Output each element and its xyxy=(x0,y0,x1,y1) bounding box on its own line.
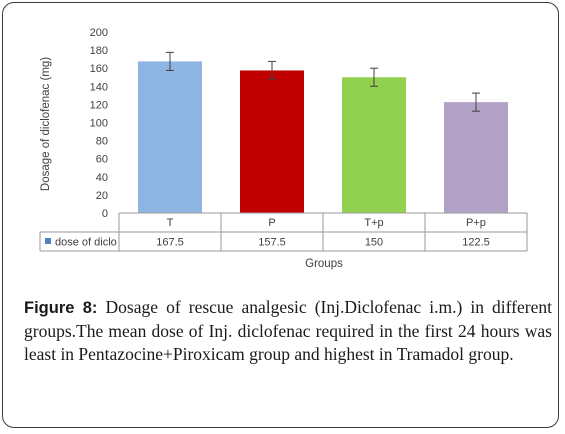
x-tick-label: P+p xyxy=(466,217,486,229)
chart-axes: 0 20 40 60 80 100 120 140 160 180 200 xyxy=(90,27,108,220)
x-tick-label: P xyxy=(268,217,275,229)
y-tick-label: 160 xyxy=(90,63,108,75)
data-label: 150 xyxy=(365,237,383,249)
bar xyxy=(342,77,406,213)
y-axis-label: Dosage of diclofenac (mg) xyxy=(40,57,52,191)
legend-marker xyxy=(45,238,51,244)
y-tick-label: 20 xyxy=(96,190,108,202)
y-tick-label: 60 xyxy=(96,154,108,166)
y-tick-label: 80 xyxy=(96,136,108,148)
bar xyxy=(444,102,508,213)
bar xyxy=(240,70,304,214)
data-label: 122.5 xyxy=(462,237,490,249)
y-tick-label: 140 xyxy=(90,81,108,93)
bar-chart: 0 20 40 60 80 100 120 140 160 180 200 T 167.5 P 157.5… xyxy=(39,27,528,270)
y-tick-label: 200 xyxy=(90,27,108,39)
x-axis-label: Groups xyxy=(305,258,343,270)
caption-label: Figure 8: xyxy=(24,299,98,317)
figure-caption: Figure 8: Dosage of rescue analgesic (In… xyxy=(24,296,552,366)
chart-bars xyxy=(138,51,508,214)
x-tick-label: T xyxy=(167,217,174,229)
data-table: T 167.5 P 157.5 T+p 150 P+p 122.5 dose of diclo xyxy=(39,212,528,252)
data-label: 167.5 xyxy=(156,237,184,249)
y-tick-label: 0 xyxy=(102,208,108,220)
data-label: 157.5 xyxy=(258,237,286,249)
caption-text: Dosage of rescue analgesic (Inj.Diclofen… xyxy=(24,297,552,364)
y-tick-label: 120 xyxy=(90,99,108,111)
y-tick-label: 100 xyxy=(90,118,108,130)
y-tick-label: 40 xyxy=(96,172,108,184)
x-tick-label: T+p xyxy=(364,217,383,229)
bar xyxy=(138,61,202,213)
y-tick-label: 180 xyxy=(90,45,108,57)
legend-entry: dose of diclo xyxy=(55,237,117,249)
